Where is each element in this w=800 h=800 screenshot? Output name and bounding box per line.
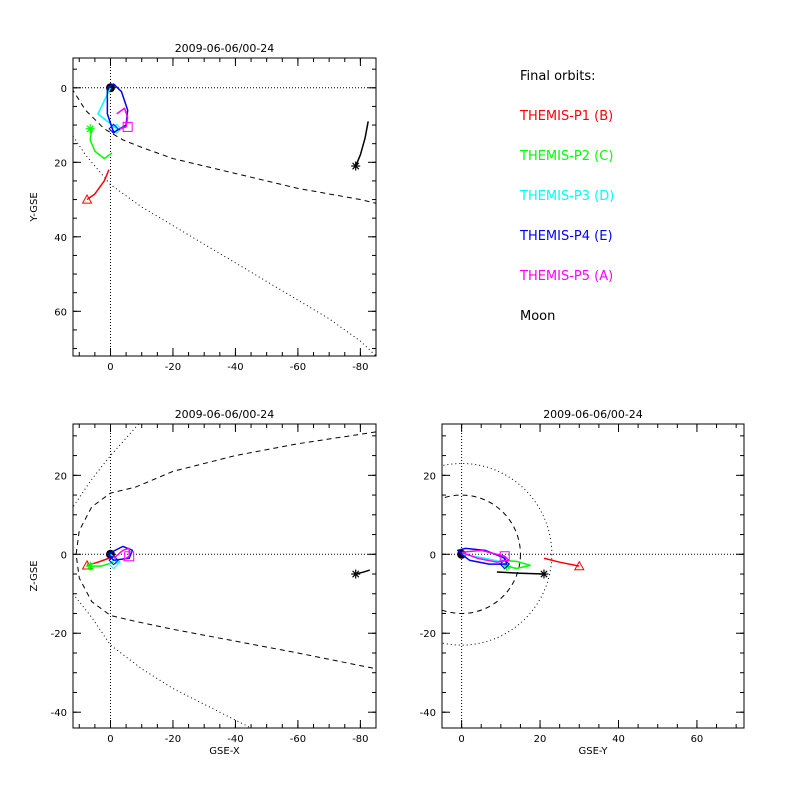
series-line-themis-p5-a	[116, 107, 129, 130]
plot-frame	[72, 57, 377, 357]
series-marker-themis-p5-a	[124, 551, 135, 562]
series-marker-themis-p1-b	[573, 560, 585, 571]
series-marker-moon-stroke-3	[540, 570, 548, 578]
series-marker-moon-stroke-3	[352, 162, 360, 170]
series-line-themis-p5-a	[461, 549, 510, 563]
y-axis-label-xz: Z-GSE	[29, 560, 40, 591]
x-axis-label-xz: GSE-X	[209, 746, 240, 757]
y-tick-label: 60	[54, 307, 67, 318]
y-tick-label: 20	[423, 471, 436, 482]
series-line-themis-p4-e	[456, 547, 508, 565]
panel-title-xy: 2009-06-06/00-24	[175, 42, 275, 55]
x-tick-label: -80	[352, 734, 368, 745]
series-line-themis-p1-b	[86, 169, 110, 201]
series-line-moon	[355, 569, 370, 575]
series-marker-themis-p4-e	[108, 555, 119, 566]
series-line-themis-p2-c	[500, 559, 531, 570]
x-tick-label: 40	[612, 734, 625, 745]
y-tick-label: -40	[51, 708, 67, 719]
y-tick-label: -40	[420, 708, 436, 719]
x-tick-label: -60	[290, 362, 306, 373]
series-marker-moon-stroke-3	[352, 570, 360, 578]
series-marker-themis-p2-c	[85, 561, 95, 571]
series-marker-moon	[539, 569, 549, 579]
y-tick-label: 0	[430, 550, 436, 561]
series-marker-themis-p3-d	[108, 558, 119, 570]
series-line-moon	[496, 571, 544, 575]
plot-frame	[72, 423, 377, 729]
boundary-circle-dashed-0	[442, 494, 521, 614]
plot-area	[73, 424, 376, 728]
series-marker-themis-p4-e	[499, 558, 510, 570]
series-marker-moon	[351, 569, 361, 579]
series-marker-moon	[351, 161, 361, 171]
series-line-themis-p4-e	[106, 545, 134, 561]
legend-item-themis-p3-d: THEMIS-P3 (D)	[519, 189, 614, 204]
y-tick-label: -20	[420, 629, 436, 640]
y-tick-label: 20	[54, 158, 67, 169]
series-line-moon	[355, 121, 369, 167]
boundary-curve-dotted-1	[73, 135, 376, 356]
y-axis-label-xy: Y-GSE	[29, 192, 40, 222]
legend-item-themis-p1-b: THEMIS-P1 (B)	[519, 109, 613, 124]
x-tick-label: 20	[534, 734, 547, 745]
plot-panel-xz: 2009-06-06/00-24 Z-GSE GSE-X 0 -20 -40 -60 -…	[29, 408, 377, 757]
series-line-themis-p3-d	[110, 553, 121, 565]
boundary-circle-dotted-1	[442, 463, 553, 646]
x-tick-label: -40	[227, 734, 243, 745]
legend-item-themis-p2-c: THEMIS-P2 (C)	[519, 149, 613, 164]
x-axis-label-yz: GSE-Y	[579, 746, 609, 757]
legend-item-themis-p5-a: THEMIS-P5 (A)	[519, 269, 613, 284]
series-marker-themis-p2-c-stroke-3	[86, 562, 94, 570]
boundary-curve-dashed-0	[73, 89, 376, 204]
plot-panel-xy: 2009-06-06/00-24 Y-GSE 0 -20 -40 -60 -80 0 20 4…	[29, 42, 377, 373]
boundary-curve-dashed-0	[75, 431, 376, 670]
x-tick-label: 0	[458, 734, 464, 745]
legend-heading: Final orbits:	[520, 69, 596, 84]
series-line-themis-p2-c	[89, 128, 113, 160]
series-marker-themis-p4-e	[108, 123, 119, 134]
x-tick-label: 60	[691, 734, 704, 745]
plot-panel-yz: 2009-06-06/00-24 GSE-Y 0 20 40 60 20 0 -20 -40	[420, 408, 745, 757]
plot-area	[442, 424, 744, 728]
x-tick-label: -60	[290, 734, 306, 745]
x-tick-label: -80	[352, 362, 368, 373]
legend: Final orbits: THEMIS-P1 (B) THEMIS-P2 (C)…	[519, 69, 614, 324]
legend-item-moon: Moon	[520, 309, 555, 324]
boundary-curve-dotted-1	[73, 424, 139, 508]
series-marker-themis-p1-b	[81, 194, 93, 204]
y-tick-label: -20	[51, 629, 67, 640]
y-tick-label: 0	[61, 550, 67, 561]
legend-item-themis-p4-e: THEMIS-P4 (E)	[519, 229, 613, 244]
series-marker-themis-p2-c	[85, 124, 95, 134]
x-tick-label: 0	[107, 362, 113, 373]
boundary-curve-dotted-2	[73, 593, 252, 728]
panel-title-yz: 2009-06-06/00-24	[543, 408, 643, 421]
series-marker-themis-p3-d	[111, 123, 122, 134]
x-tick-label: 0	[107, 734, 113, 745]
x-tick-label: -40	[227, 362, 243, 373]
series-marker-themis-p5-a	[122, 121, 133, 132]
y-tick-label: 0	[61, 84, 67, 95]
series-line-themis-p1-b	[543, 557, 580, 567]
x-tick-label: -20	[165, 734, 181, 745]
y-tick-label: 40	[54, 233, 67, 244]
y-tick-label: 20	[54, 471, 67, 482]
series-marker-themis-p5-a	[499, 551, 510, 562]
series-marker-themis-p2-c-stroke-3	[86, 125, 94, 133]
plot-area	[73, 58, 376, 356]
plot-frame	[441, 423, 745, 729]
panel-title-xz: 2009-06-06/00-24	[175, 408, 275, 421]
x-tick-label: -20	[165, 362, 181, 373]
series-line-themis-p5-a	[113, 547, 130, 561]
